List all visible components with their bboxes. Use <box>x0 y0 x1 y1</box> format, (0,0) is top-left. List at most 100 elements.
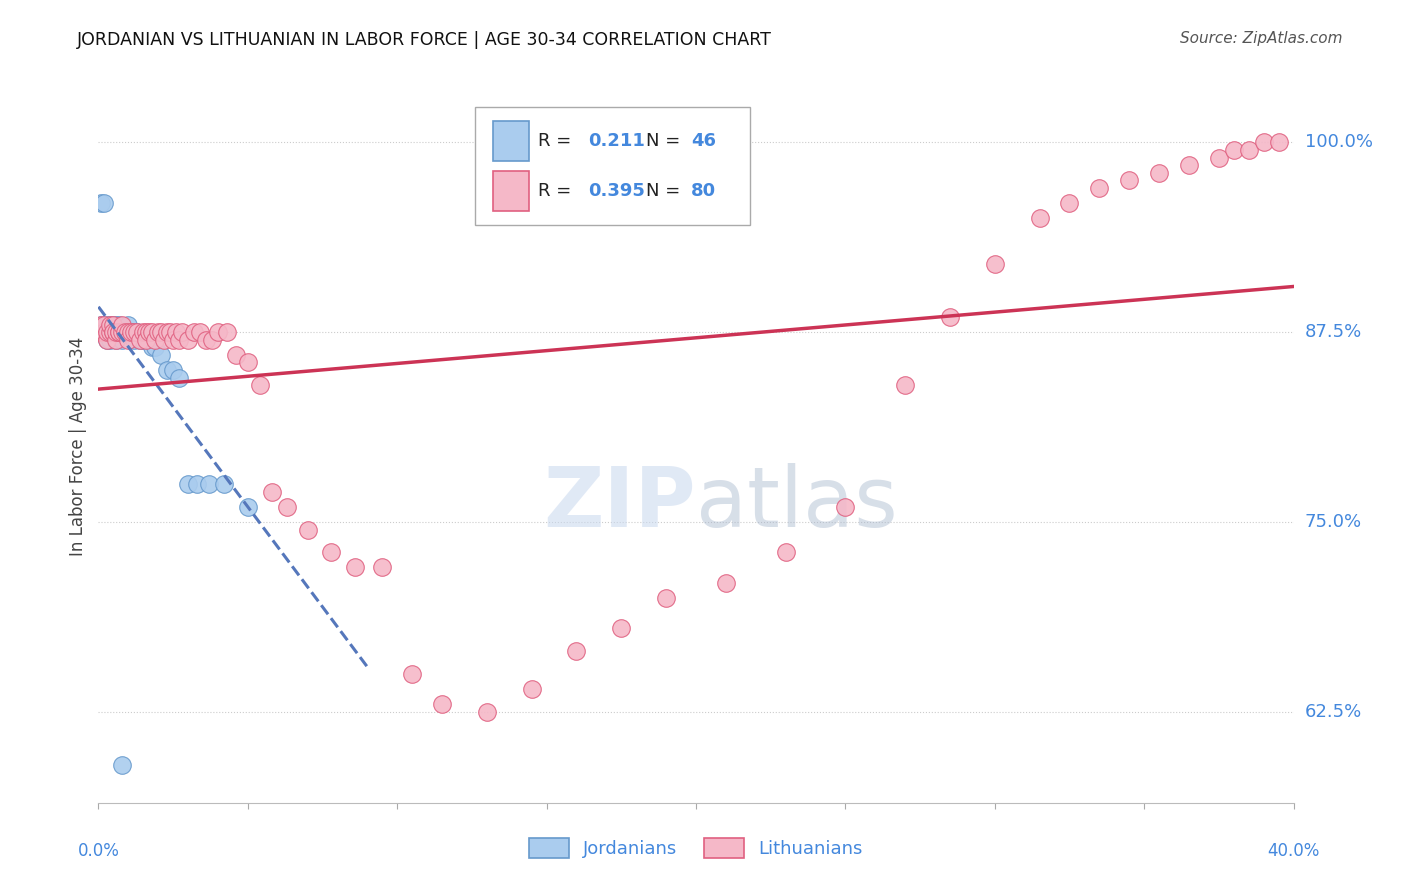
Text: 0.395: 0.395 <box>589 182 645 200</box>
Point <box>162 363 184 377</box>
Point <box>655 591 678 605</box>
Text: ZIP: ZIP <box>544 463 696 543</box>
Point <box>111 318 134 332</box>
Point <box>108 325 131 339</box>
Point <box>129 333 152 347</box>
Point <box>111 757 134 772</box>
Text: Source: ZipAtlas.com: Source: ZipAtlas.com <box>1180 31 1343 46</box>
Point <box>103 325 125 339</box>
Point <box>167 370 190 384</box>
Point <box>135 325 157 339</box>
Point <box>129 333 152 347</box>
Text: JORDANIAN VS LITHUANIAN IN LABOR FORCE | AGE 30-34 CORRELATION CHART: JORDANIAN VS LITHUANIAN IN LABOR FORCE |… <box>77 31 772 49</box>
Point <box>127 325 149 339</box>
Text: R =: R = <box>538 132 578 150</box>
Point <box>117 333 139 347</box>
Text: 87.5%: 87.5% <box>1305 323 1362 341</box>
Point <box>401 666 423 681</box>
Point <box>87 325 110 339</box>
Point <box>124 333 146 347</box>
Point <box>117 325 139 339</box>
Point <box>117 318 139 332</box>
Point <box>150 348 173 362</box>
Point <box>124 325 146 339</box>
Point <box>111 325 134 339</box>
Point <box>371 560 394 574</box>
Point <box>105 318 128 332</box>
Point <box>156 325 179 339</box>
Point <box>225 348 247 362</box>
Point <box>150 325 173 339</box>
Point <box>1147 166 1170 180</box>
Point <box>1028 211 1050 226</box>
Point <box>90 318 112 332</box>
Point <box>103 318 125 332</box>
Point <box>93 325 115 339</box>
Point <box>1223 143 1246 157</box>
Point <box>120 325 142 339</box>
Point <box>103 325 125 339</box>
Point <box>1208 151 1230 165</box>
Point <box>141 325 163 339</box>
Point <box>98 318 122 332</box>
Text: N =: N = <box>645 182 686 200</box>
Y-axis label: In Labor Force | Age 30-34: In Labor Force | Age 30-34 <box>69 336 87 556</box>
Point <box>215 325 238 339</box>
Point <box>98 318 122 332</box>
Point <box>96 333 118 347</box>
Point <box>430 697 453 711</box>
Point <box>153 333 176 347</box>
Text: atlas: atlas <box>696 463 897 543</box>
Point <box>138 325 160 339</box>
Point <box>183 325 205 339</box>
Point <box>108 325 131 339</box>
Point <box>108 318 131 332</box>
Point <box>188 325 211 339</box>
Point <box>344 560 367 574</box>
Point <box>236 355 259 369</box>
Point <box>177 333 200 347</box>
Point <box>984 257 1007 271</box>
Point <box>159 325 181 339</box>
Point <box>565 644 588 658</box>
Point <box>1267 136 1289 150</box>
Point <box>167 333 190 347</box>
Point <box>103 318 125 332</box>
Text: R =: R = <box>538 182 578 200</box>
Point <box>156 363 179 377</box>
Point <box>132 325 155 339</box>
Point <box>98 333 122 347</box>
Point <box>1237 143 1260 157</box>
Point <box>177 477 200 491</box>
Point <box>198 477 221 491</box>
Point <box>260 484 283 499</box>
Point <box>321 545 343 559</box>
Point <box>143 333 166 347</box>
Point <box>98 325 122 339</box>
Point <box>894 378 917 392</box>
FancyBboxPatch shape <box>494 121 529 161</box>
Point <box>90 196 112 211</box>
Point <box>610 621 633 635</box>
Point <box>93 318 115 332</box>
Point <box>520 681 543 696</box>
Text: 40.0%: 40.0% <box>1267 842 1320 860</box>
Point <box>236 500 259 514</box>
Text: 75.0%: 75.0% <box>1305 513 1362 531</box>
Point <box>111 325 134 339</box>
Point <box>105 333 128 347</box>
Point <box>90 318 112 332</box>
Text: N =: N = <box>645 132 686 150</box>
Point <box>87 325 110 339</box>
Point <box>276 500 298 514</box>
Point <box>127 325 149 339</box>
Text: 62.5%: 62.5% <box>1305 703 1362 721</box>
Text: 0.211: 0.211 <box>589 132 645 150</box>
Point <box>120 325 142 339</box>
Point <box>93 196 115 211</box>
Point <box>834 500 856 514</box>
FancyBboxPatch shape <box>475 107 749 225</box>
Point <box>775 545 797 559</box>
Point <box>96 325 118 339</box>
Point <box>103 325 125 339</box>
